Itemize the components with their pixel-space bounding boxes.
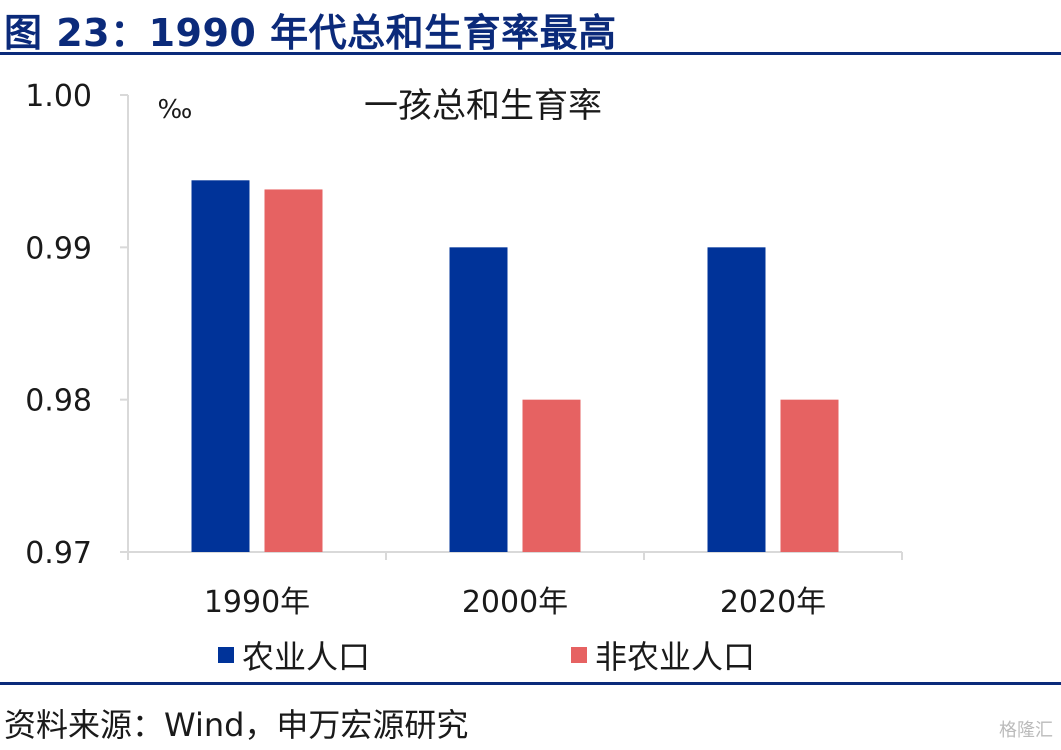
chart-bars — [191, 180, 839, 553]
legend-label-series-1: 农业人口 — [242, 638, 371, 676]
chart-title: 一孩总和生育率 — [364, 86, 602, 126]
y-tick-label: 1.00 — [25, 79, 92, 114]
y-axis-unit-label: ‰ — [158, 95, 193, 125]
y-tick-label: 0.97 — [25, 536, 92, 571]
source-note: 资料来源：Wind，申万宏源研究 — [4, 706, 469, 744]
bar-series-2 — [264, 189, 323, 553]
y-tick-label: 0.98 — [25, 384, 92, 419]
x-tick-label: 2020年 — [720, 585, 826, 620]
legend-label-series-2: 非农业人口 — [595, 638, 756, 676]
chart-axes — [120, 94, 903, 560]
bar-series-2 — [780, 399, 839, 552]
bar-series-2 — [522, 399, 581, 552]
bar-series-1 — [449, 247, 508, 553]
legend-swatch-series-1 — [218, 647, 234, 663]
figure-title: 图 23：1990 年代总和生育率最高 — [4, 11, 617, 55]
legend-item-series-2: 非农业人口 — [571, 632, 755, 678]
legend-swatch-series-2 — [571, 647, 587, 663]
x-tick-label: 2000年 — [462, 585, 568, 620]
watermark-logo: 格隆汇 — [999, 720, 1053, 741]
chart-labels: 0.97 0.98 0.99 1.00 1990年 2000年 2020年 — [25, 79, 826, 620]
bar-series-1 — [191, 180, 250, 552]
title-divider — [0, 52, 1061, 55]
bar-series-1 — [707, 247, 766, 553]
legend-item-series-1: 农业人口 — [218, 632, 370, 678]
footer-divider — [0, 682, 1061, 685]
x-tick-label: 1990年 — [204, 585, 310, 620]
y-tick-label: 0.99 — [25, 231, 92, 266]
